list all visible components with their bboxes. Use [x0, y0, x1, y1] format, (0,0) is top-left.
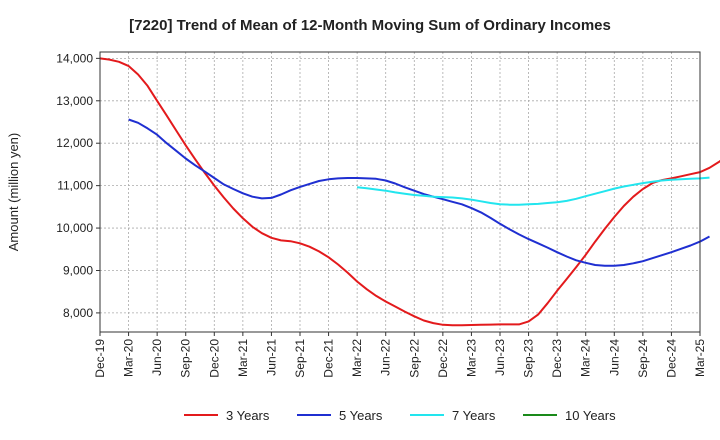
- x-tick-label: Jun-20: [150, 339, 164, 376]
- y-axis-label: Amount (million yen): [6, 133, 21, 252]
- x-tick-label: Mar-24: [579, 339, 593, 377]
- y-tick-label: 13,000: [56, 94, 93, 108]
- y-tick-label: 8,000: [63, 306, 93, 320]
- grid: [99, 52, 701, 332]
- series-line-7-years: [357, 176, 710, 206]
- x-tick-label: Mar-25: [693, 339, 707, 377]
- y-tick-label: 11,000: [57, 179, 93, 193]
- y-tick-label: 12,000: [56, 136, 93, 150]
- y-tick-label: 10,000: [56, 221, 93, 235]
- x-tick-label: Jun-23: [493, 339, 507, 376]
- chart-title: [7220] Trend of Mean of 12-Month Moving …: [129, 17, 611, 34]
- x-tick-label: Sep-21: [293, 339, 307, 378]
- x-tick-label: Mar-20: [122, 339, 136, 377]
- series-layer: [99, 57, 720, 327]
- legend: 3 Years 5 Years 7 Years 10 Years: [184, 408, 616, 423]
- x-tick-label: Dec-20: [207, 339, 221, 378]
- legend-label: 3 Years: [226, 408, 270, 423]
- x-tick-label: Dec-24: [664, 339, 678, 378]
- x-tick-label: Sep-20: [179, 339, 193, 378]
- x-tick-label: Sep-22: [407, 339, 421, 378]
- x-tick-label: Sep-23: [522, 339, 536, 378]
- series-line-3-years: [99, 57, 720, 327]
- x-tick-label: Sep-24: [636, 339, 650, 378]
- y-tick-label: 14,000: [56, 51, 93, 65]
- legend-label: 5 Years: [339, 408, 383, 423]
- x-tick-label: Dec-22: [436, 339, 450, 378]
- x-tick-label: Jun-22: [379, 339, 393, 376]
- x-tick-label: Dec-21: [322, 339, 336, 378]
- x-tick-label: Jun-21: [264, 339, 278, 376]
- x-tick-label: Mar-23: [464, 339, 478, 377]
- legend-label: 7 Years: [452, 408, 496, 423]
- y-ticks: 8,000 9,000 10,000 11,000 12,000 13,000 14,000: [56, 51, 100, 320]
- y-tick-label: 9,000: [63, 263, 93, 277]
- legend-label: 10 Years: [565, 408, 616, 423]
- x-tick-label: Dec-19: [93, 339, 107, 378]
- plot-frame: [99, 51, 701, 333]
- x-tick-label: Dec-23: [550, 339, 564, 378]
- x-ticks: Dec-19 Mar-20 Jun-20 Sep-20 Dec-20 Mar-21 Jun-…: [93, 332, 707, 378]
- x-tick-label: Jun-24: [607, 339, 621, 376]
- x-tick-label: Mar-21: [236, 339, 250, 377]
- x-tick-label: Mar-22: [350, 339, 364, 377]
- series-line-5-years: [128, 118, 710, 267]
